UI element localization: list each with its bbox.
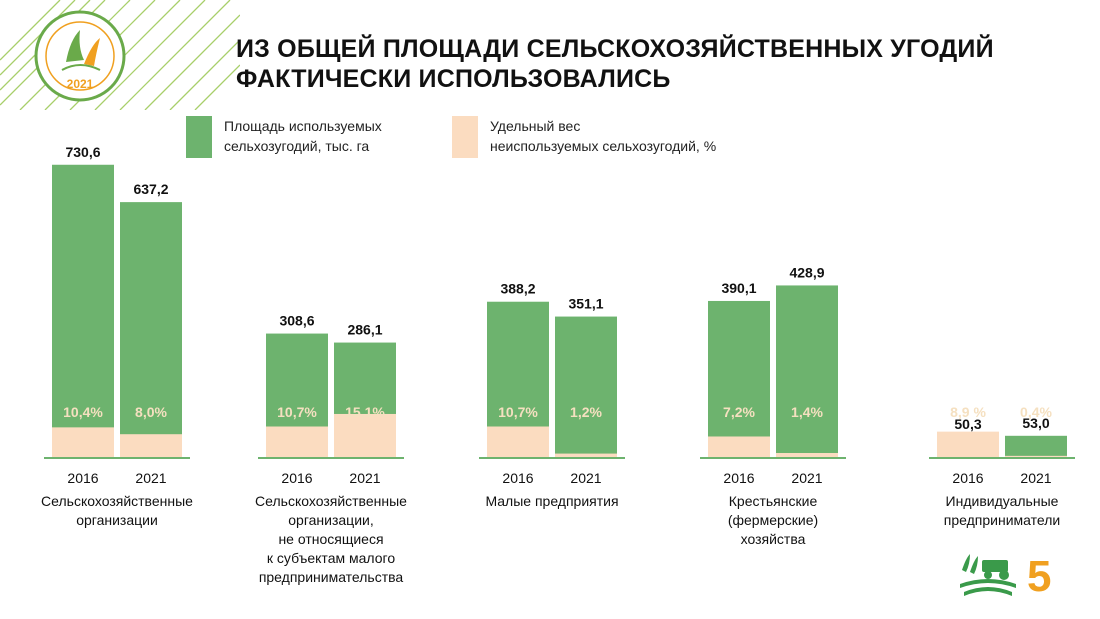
slide-number: 5: [1027, 552, 1052, 601]
category-label-line: к субъектам малого: [266, 550, 396, 566]
page-title: ИЗ ОБЩЕЙ ПЛОЩАДИ СЕЛЬСКОХОЗЯЙСТВЕННЫХ УГ…: [236, 34, 994, 94]
share-value-label: 7,2%: [723, 404, 755, 420]
bar: [120, 202, 182, 457]
legend-area-line-2: сельхозугодий, тыс. га: [224, 138, 370, 154]
bar-value-label: 286,1: [347, 322, 382, 338]
bar: [708, 300, 770, 457]
year-tick-label: 2016: [723, 470, 754, 486]
bar-value-label: 351,1: [568, 296, 603, 312]
year-tick-label: 2021: [135, 470, 166, 486]
legend-swatch-share: [452, 116, 478, 158]
bar-value-label: 730,6: [65, 144, 100, 160]
share-segment: [776, 453, 838, 457]
category-label: Сельскохозяйственные организации: [17, 492, 217, 530]
bar-value-label: 637,2: [133, 181, 168, 197]
year-tick-label: 2016: [502, 470, 533, 486]
year-tick-label: 2021: [349, 470, 380, 486]
share-segment: [555, 453, 617, 457]
share-segment: [52, 427, 114, 457]
share-segment: [120, 434, 182, 457]
share-value-label: 15,1%: [345, 404, 385, 420]
bar-value-label: 53,0: [1022, 415, 1049, 431]
title-line-2: ФАКТИЧЕСКИ ИСПОЛЬЗОВАЛИСЬ: [236, 65, 671, 93]
category-label: Индивидуальные предприниматели: [902, 492, 1100, 530]
legend-label-area: Площадь используемых сельхозугодий, тыс.…: [224, 116, 382, 156]
category-label-line: Крестьянские: [728, 493, 818, 509]
logo-year: 2021: [67, 77, 94, 91]
category-label: Сельскохозяйственные организации, не относ…: [231, 492, 431, 587]
bar-value-label: 428,9: [789, 264, 824, 280]
legend-item-share: Удельный вес неиспользуемых сельхозугоди…: [452, 116, 716, 158]
share-segment: [1005, 455, 1067, 457]
category-label-line: хозяйства: [740, 531, 806, 547]
category-label-line: не относящиеся: [278, 531, 384, 547]
bar: [555, 316, 617, 457]
bar-value-label: 390,1: [721, 280, 756, 296]
year-tick-label: 2021: [791, 470, 822, 486]
agriculture-emblem-icon: [960, 554, 1016, 596]
legend-share-line-1: Удельный вес: [490, 118, 581, 134]
share-value-label: 10,7%: [277, 404, 317, 420]
bar-value-label: 308,6: [279, 313, 314, 329]
census-logo: 2021: [0, 0, 240, 110]
legend-swatch-area: [186, 116, 212, 158]
share-value-label: 1,4%: [791, 404, 823, 420]
category-label-line: предприниматели: [943, 512, 1061, 528]
share-segment: [334, 413, 396, 457]
share-segment: [937, 431, 999, 457]
share-value-label: 8,0%: [135, 404, 167, 420]
category-label-line: Сельскохозяйственные: [41, 493, 193, 509]
year-tick-label: 2021: [1020, 470, 1051, 486]
bar-value-label: 388,2: [500, 281, 535, 297]
legend-item-area: Площадь используемых сельхозугодий, тыс.…: [186, 116, 382, 158]
legend-area-line-1: Площадь используемых: [224, 118, 382, 134]
category-label-line: Сельскохозяйственные: [255, 493, 407, 509]
category-label: Малые предприятия: [452, 492, 652, 511]
share-segment: [487, 426, 549, 457]
category-label: Крестьянские (фермерские) хозяйства: [673, 492, 873, 549]
category-label-line: предпринимательства: [258, 569, 404, 585]
share-segment: [708, 436, 770, 457]
census-emblem-icon: [34, 10, 126, 102]
legend-label-share: Удельный вес неиспользуемых сельхозугоди…: [490, 116, 716, 156]
title-line-1: ИЗ ОБЩЕЙ ПЛОЩАДИ СЕЛЬСКОХОЗЯЙСТВЕННЫХ УГ…: [236, 35, 994, 63]
bar: [1005, 435, 1067, 457]
category-label-line: Малые предприятия: [485, 493, 619, 509]
bar: [52, 164, 114, 457]
share-value-label: 1,2%: [570, 404, 602, 420]
category-label-line: организации: [76, 512, 158, 528]
category-label-line: (фермерские): [727, 512, 819, 528]
bar: [776, 285, 838, 457]
category-label-line: организации,: [288, 512, 374, 528]
share-value-label: 0,4%: [1020, 404, 1052, 420]
legend-share-line-2: неиспользуемых сельхозугодий, %: [490, 138, 717, 154]
year-tick-label: 2021: [570, 470, 601, 486]
year-tick-label: 2016: [281, 470, 312, 486]
bar-value-label: 50,3: [954, 416, 981, 432]
share-value-label: 10,7%: [498, 404, 538, 420]
year-tick-label: 2016: [952, 470, 983, 486]
category-label-line: Индивидуальные: [945, 493, 1059, 509]
year-tick-label: 2016: [67, 470, 98, 486]
share-segment: [266, 426, 328, 457]
share-value-label: 10,4%: [63, 404, 103, 420]
share-value-label: 8,9 %: [950, 404, 986, 420]
